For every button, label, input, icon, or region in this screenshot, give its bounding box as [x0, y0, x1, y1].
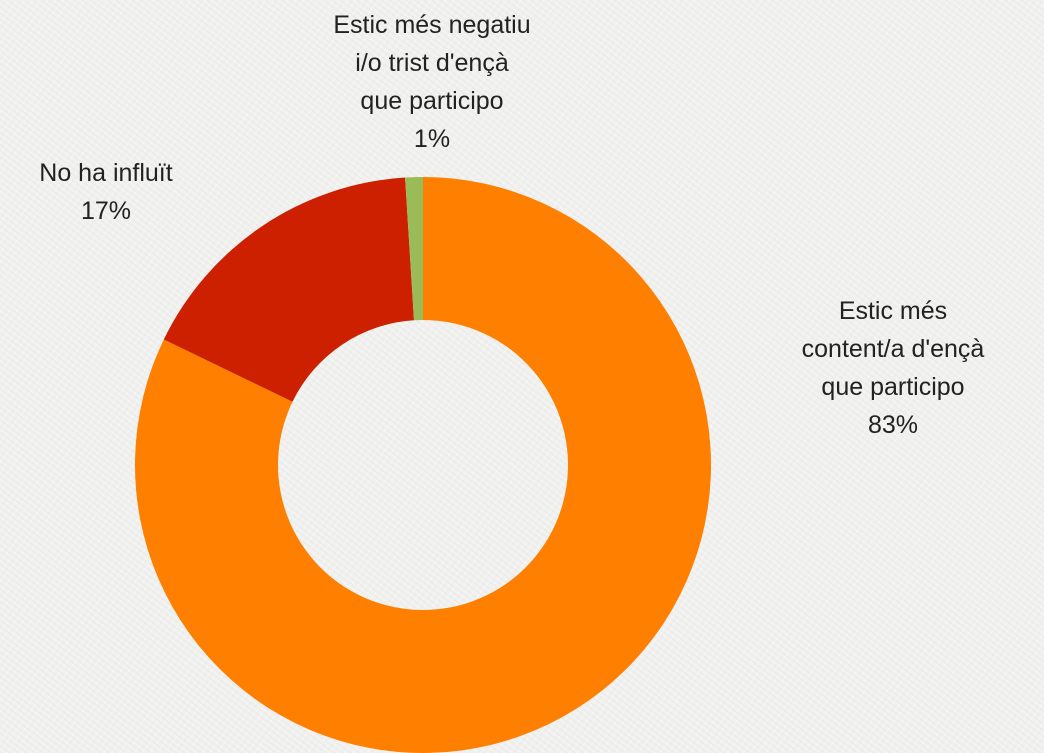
value-label: 83% [867, 411, 919, 439]
donut-segment [135, 177, 711, 753]
donut-segment [405, 177, 423, 321]
category-label: Estic més negatiu i/o trist d'ençà que p… [333, 11, 531, 115]
slice-label: Estic més negatiu i/o trist d'ençà que p… [282, 6, 582, 158]
value-label: 17% [80, 197, 132, 225]
value-label: 1% [413, 125, 451, 153]
slice-label: Estic més content/a d'ençà que participo… [743, 292, 1043, 444]
slice-label: No ha influït 17% [0, 154, 256, 230]
category-label: No ha influït [39, 159, 173, 187]
donut-segment [163, 177, 414, 402]
category-label: Estic més content/a d'ençà que participo [801, 297, 985, 401]
